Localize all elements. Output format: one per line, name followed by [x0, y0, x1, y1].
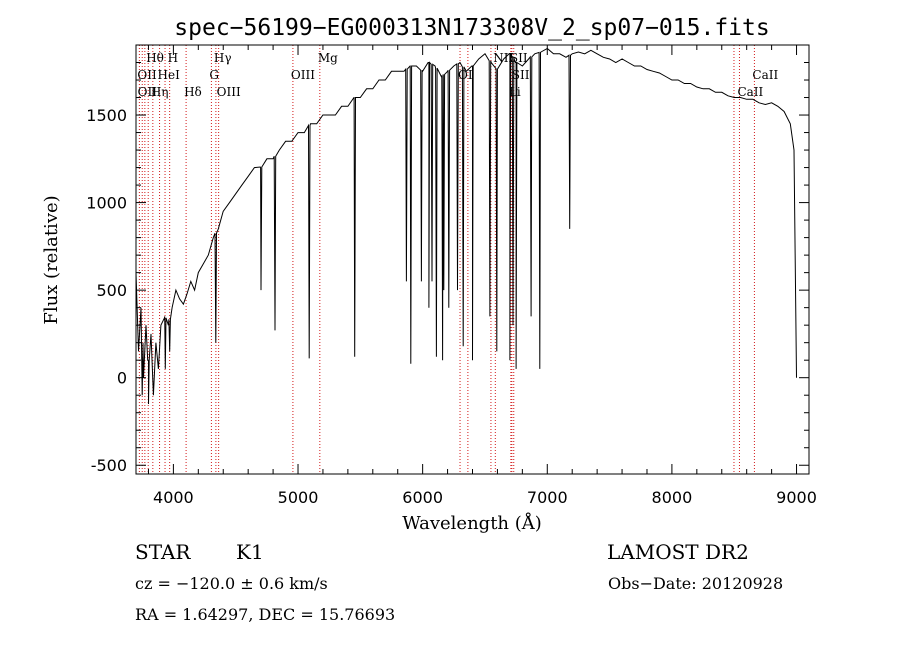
line-label: Hθ: [146, 51, 164, 65]
line-label: Hη: [151, 85, 169, 99]
object-subclass: K1: [236, 540, 264, 564]
line-label: SII: [512, 68, 530, 82]
line-label: HeI: [158, 68, 181, 82]
x-tick-label: 4000: [153, 488, 194, 507]
chart-title: spec−56199−EG000313N173308V_2_sp07−015.f…: [174, 15, 769, 41]
line-label: Mg: [318, 51, 338, 65]
line-label: OIII: [291, 68, 315, 82]
y-tick-label: 1000: [86, 194, 127, 213]
x-tick-label: 6000: [402, 488, 443, 507]
observation-date: Obs−Date: 20120928: [608, 574, 783, 593]
y-tick-label: 0: [117, 369, 127, 388]
y-tick-label: -500: [91, 456, 127, 475]
line-label: Li: [509, 85, 521, 99]
x-tick-label: 5000: [278, 488, 319, 507]
line-marker-group: [138, 45, 755, 474]
line-label: OII: [138, 85, 158, 99]
spectrum-group: [135, 47, 797, 405]
line-label: H: [168, 51, 178, 65]
line-label: OIII: [217, 85, 241, 99]
x-tick-label: 9000: [776, 488, 817, 507]
spectrum-line: [135, 47, 797, 405]
x-tick-label: 7000: [527, 488, 568, 507]
line-label: OI: [458, 68, 473, 82]
line-label: CaII: [737, 85, 763, 99]
y-axis-label: Flux (relative): [41, 195, 62, 324]
line-label: OII: [137, 68, 157, 82]
x-axis-label: Wavelength (Å): [402, 512, 542, 534]
redshift-velocity: cz = −120.0 ± 0.6 km/s: [135, 574, 328, 593]
line-label: Hγ: [214, 51, 232, 65]
y-tick-label: 1500: [86, 106, 127, 125]
line-label: G: [209, 68, 219, 82]
coordinates: RA = 1.64297, DEC = 15.76693: [135, 605, 395, 624]
line-label: CaII: [752, 68, 778, 82]
line-label: Hδ: [184, 85, 202, 99]
object-type: STAR: [135, 540, 191, 564]
axes-group: 4000 5000 6000 7000 8000 9000 -500 0 500 1000 1500: [86, 45, 817, 507]
y-tick-label: 500: [96, 281, 127, 300]
line-label: SII: [510, 51, 528, 65]
x-tick-label: 8000: [652, 488, 693, 507]
survey-name: LAMOST DR2: [607, 540, 749, 564]
